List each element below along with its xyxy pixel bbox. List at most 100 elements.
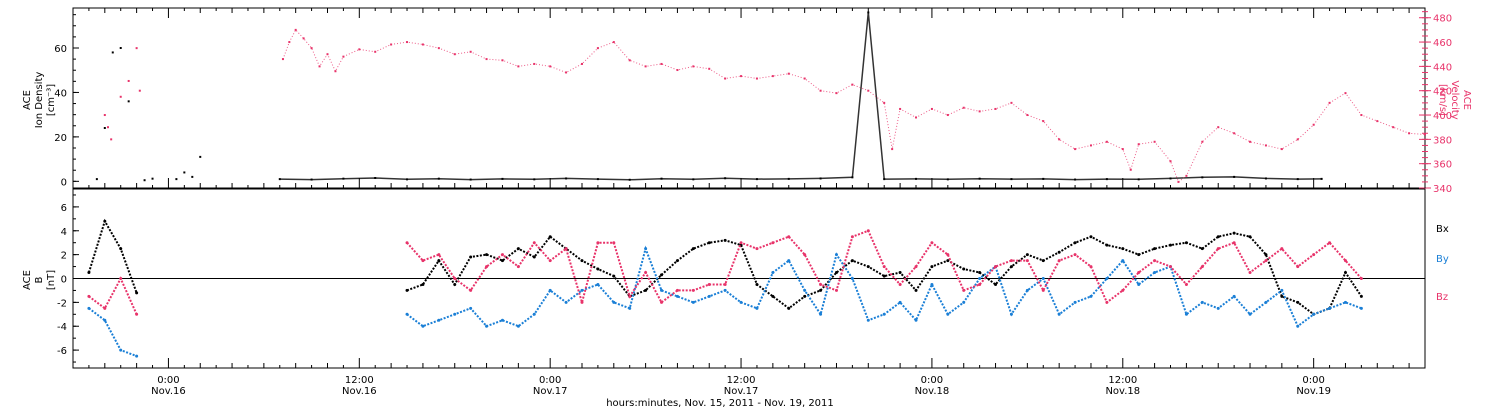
by-point-65 <box>1105 277 1109 280</box>
top-left-ylabel-line1: ACE <box>22 90 33 110</box>
density-point-1 <box>103 127 106 129</box>
x-tick-time-2: 0:00 <box>539 375 561 386</box>
velocity-point-0 <box>103 114 106 117</box>
velocity-point-14 <box>334 70 337 73</box>
velocity-point-4 <box>127 79 130 82</box>
by-point-30 <box>548 288 552 292</box>
by-point-80 <box>1343 300 1347 304</box>
bz-point-57 <box>978 282 982 286</box>
velocity-point-71 <box>1233 132 1236 135</box>
by-point-56 <box>962 300 966 304</box>
bx-point-74 <box>1248 235 1252 239</box>
by-point-38 <box>675 294 679 298</box>
bz-point-42 <box>739 241 743 245</box>
by-point-37 <box>660 288 664 292</box>
bx-point-75 <box>1264 253 1268 257</box>
bz-point-55 <box>946 253 950 257</box>
bx-point-48 <box>834 271 838 275</box>
velocity-point-39 <box>724 77 727 80</box>
density-point-4 <box>127 100 130 103</box>
bz-series-line <box>88 229 1363 315</box>
bx-point-77 <box>1296 300 1300 304</box>
bx-point-61 <box>1041 259 1045 263</box>
by-point-55 <box>946 312 950 316</box>
by-point-47 <box>819 312 823 316</box>
bx-point-45 <box>787 306 791 310</box>
bz-point-58 <box>994 265 998 269</box>
bz-point-4 <box>135 312 139 316</box>
bx-point-59 <box>1009 265 1013 269</box>
bx-point-53 <box>914 288 918 292</box>
bz-point-53 <box>914 265 918 269</box>
bx-point-39 <box>691 247 695 251</box>
velocity-point-61 <box>1074 148 1077 151</box>
velocity-ytick-label-5: 440 <box>1433 62 1452 73</box>
top-left-ylabel-line3: [cm⁻³] <box>46 84 57 116</box>
bz-point-36 <box>644 271 648 275</box>
bx-point-70 <box>1184 241 1188 245</box>
bx-point-4 <box>135 291 139 295</box>
velocity-point-35 <box>660 62 663 65</box>
velocity-point-28 <box>549 65 552 68</box>
velocity-point-12 <box>318 65 321 68</box>
b-ytick-label-3: 0 <box>61 275 67 286</box>
bx-point-65 <box>1105 243 1109 247</box>
by-point-35 <box>628 306 632 310</box>
x-tick-date-6: Nov.19 <box>1296 386 1331 397</box>
by-point-62 <box>1057 312 1061 316</box>
bz-point-47 <box>819 282 823 286</box>
bx-point-46 <box>803 294 807 298</box>
by-point-25 <box>469 306 473 310</box>
density-point-0 <box>95 178 98 181</box>
by-point-40 <box>707 294 711 298</box>
bx-point-63 <box>1073 241 1077 245</box>
by-point-31 <box>564 300 568 304</box>
velocity-point-75 <box>1296 138 1299 141</box>
velocity-point-53 <box>946 114 949 117</box>
bz-point-3 <box>119 277 123 280</box>
density-point-9 <box>191 175 194 178</box>
velocity-point-40 <box>740 75 743 78</box>
bz-point-48 <box>834 288 838 292</box>
bz-point-27 <box>500 253 504 257</box>
bz-point-77 <box>1296 265 1300 269</box>
bz-point-22 <box>421 259 425 263</box>
bz-point-24 <box>453 277 457 280</box>
velocity-point-37 <box>692 65 695 68</box>
bz-point-34 <box>612 241 616 245</box>
by-point-68 <box>1153 271 1157 275</box>
bx-point-62 <box>1057 250 1061 254</box>
by-point-33 <box>596 282 600 286</box>
by-point-49 <box>850 277 854 280</box>
bottom-ylabel-line1: ACE <box>22 270 33 290</box>
bz-point-51 <box>882 265 886 269</box>
bx-point-38 <box>675 259 679 263</box>
density-series-line <box>279 12 1322 181</box>
x-tick-time-3: 12:00 <box>727 375 756 386</box>
bz-point-72 <box>1216 247 1220 251</box>
bx-point-68 <box>1153 247 1157 251</box>
by-point-44 <box>771 271 775 275</box>
by-point-81 <box>1359 306 1363 310</box>
bz-point-50 <box>866 229 870 233</box>
bx-point-28 <box>516 247 520 251</box>
bx-point-2 <box>103 219 107 223</box>
bz-point-2 <box>103 306 107 310</box>
density-point-2 <box>111 51 114 54</box>
by-point-27 <box>500 318 504 322</box>
velocity-point-83 <box>1424 133 1426 136</box>
time-axis: 0:00Nov.1612:00Nov.160:00Nov.1712:00Nov.… <box>72 8 1426 397</box>
by-point-60 <box>1025 288 1029 292</box>
bz-point-32 <box>580 300 584 304</box>
velocity-point-76 <box>1312 123 1315 126</box>
bz-point-25 <box>469 288 473 292</box>
bx-point-3 <box>119 247 123 251</box>
velocity-point-59 <box>1042 120 1045 123</box>
by-point-57 <box>978 277 982 280</box>
velocity-point-31 <box>596 47 599 50</box>
by-point-21 <box>405 312 409 316</box>
density-point-7 <box>175 178 178 181</box>
bz-point-49 <box>850 235 854 239</box>
velocity-point-6 <box>138 89 141 92</box>
by-point-48 <box>834 253 838 257</box>
